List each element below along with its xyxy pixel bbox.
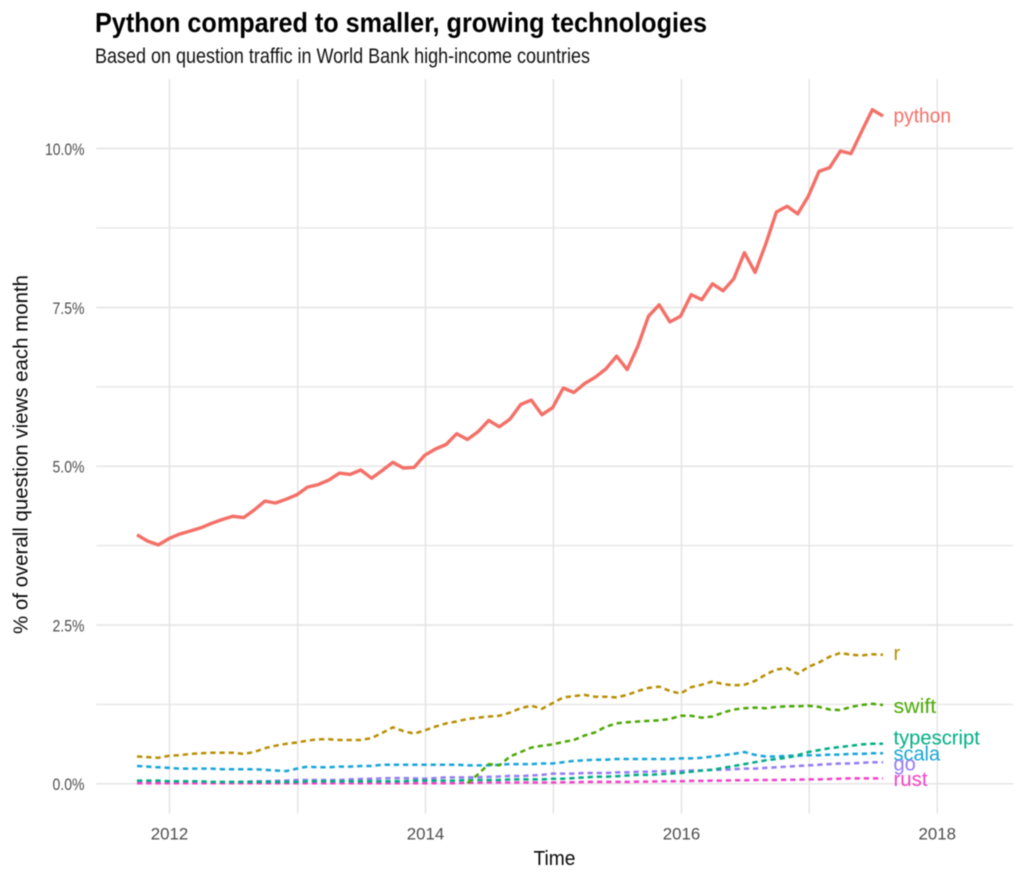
svg-text:go: go (894, 754, 916, 776)
svg-text:7.5%: 7.5% (53, 299, 85, 318)
svg-text:% of overall question views ea: % of overall question views each month (11, 275, 33, 634)
svg-text:2018: 2018 (919, 825, 957, 844)
svg-text:5.0%: 5.0% (53, 458, 85, 477)
svg-text:Based on question traffic in W: Based on question traffic in World Bank … (95, 45, 590, 68)
svg-text:python: python (894, 106, 952, 128)
svg-text:2016: 2016 (663, 825, 701, 844)
svg-text:2.5%: 2.5% (53, 616, 85, 635)
svg-text:2012: 2012 (151, 825, 189, 844)
svg-text:0.0%: 0.0% (53, 775, 85, 794)
svg-text:rust: rust (894, 769, 928, 791)
svg-text:swift: swift (894, 696, 937, 718)
svg-text:r: r (894, 643, 901, 665)
svg-text:2014: 2014 (407, 825, 445, 844)
svg-text:Python compared to smaller, gr: Python compared to smaller, growing tech… (95, 7, 707, 38)
svg-text:10.0%: 10.0% (45, 140, 85, 159)
svg-text:Time: Time (534, 848, 576, 870)
svg-text:typescript: typescript (894, 728, 981, 750)
svg-text:scala: scala (894, 743, 941, 765)
